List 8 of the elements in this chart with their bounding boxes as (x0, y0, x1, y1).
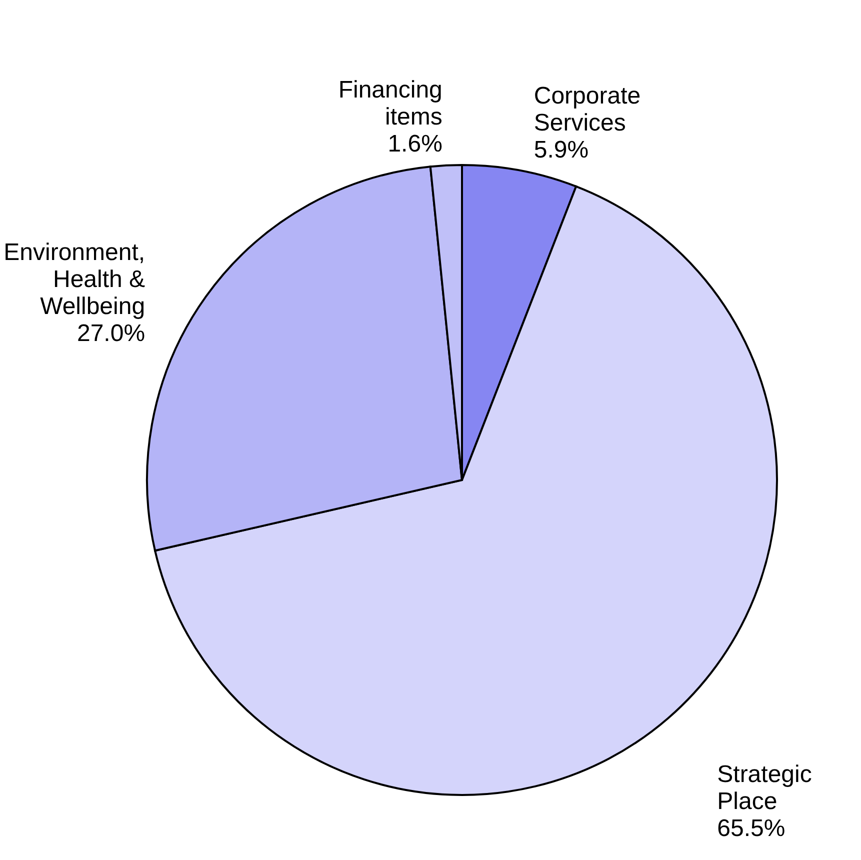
slice-label: Strategic Place (717, 760, 812, 815)
slice-label: Environment, Health & Wellbeing (4, 238, 146, 320)
data-label: 65.5% (717, 814, 786, 842)
data-label: 1.6% (388, 130, 442, 158)
slice-label: Financing items (338, 76, 442, 130)
data-label: 27.0% (76, 320, 146, 347)
data-label: 5.9% (534, 136, 589, 164)
slice-label: Corporate Services (534, 82, 641, 137)
